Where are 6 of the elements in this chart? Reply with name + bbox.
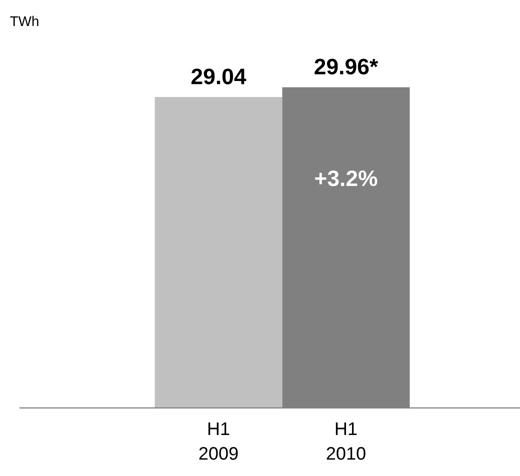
x-tick-label: H1 2010 bbox=[326, 422, 366, 460]
data-label: 29.96* bbox=[314, 58, 378, 74]
text: TWh bbox=[10, 16, 38, 26]
data-label: 29.04 bbox=[191, 68, 246, 84]
annotation: +3.2% bbox=[315, 170, 378, 186]
x-tick-label: H1 2009 bbox=[199, 422, 238, 460]
